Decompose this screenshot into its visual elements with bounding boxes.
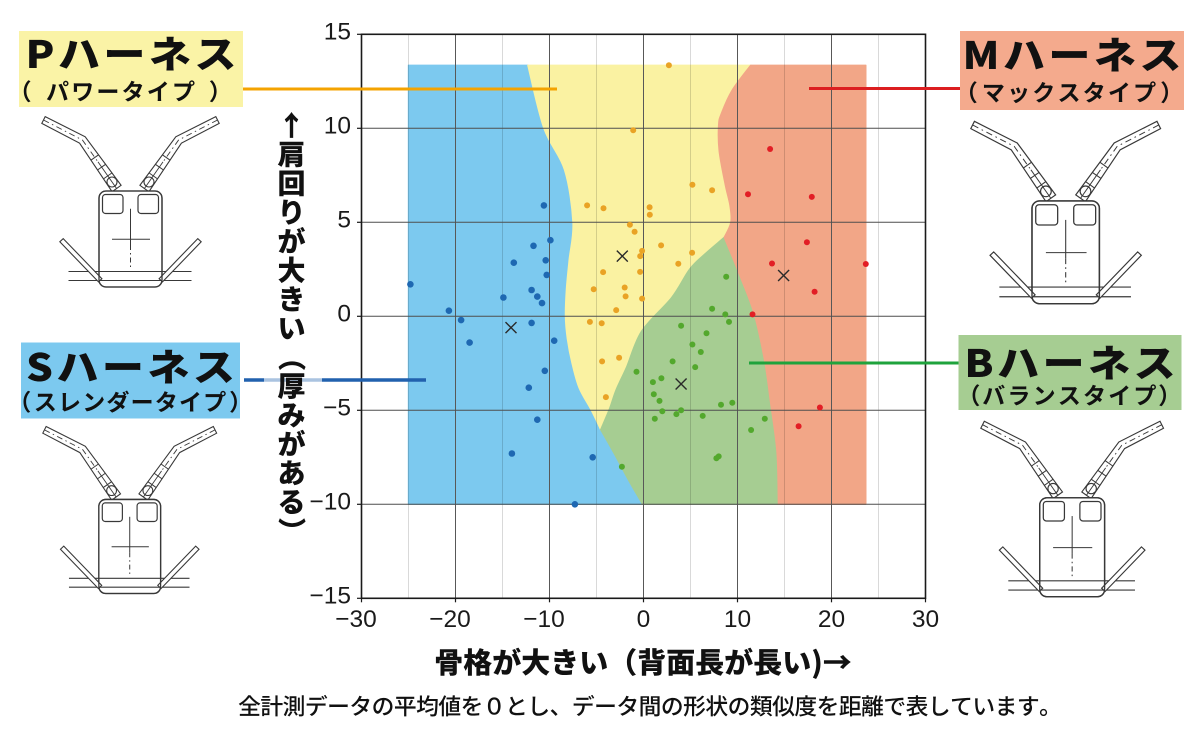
svg-text:20: 20 (818, 606, 845, 633)
svg-text:−30: −30 (335, 606, 377, 633)
svg-text:5: 5 (337, 206, 351, 233)
svg-text:30: 30 (912, 606, 939, 633)
svg-text:10: 10 (324, 112, 351, 139)
svg-text:−5: −5 (323, 394, 351, 421)
svg-text:−10: −10 (309, 488, 351, 515)
svg-text:−15: −15 (309, 582, 351, 609)
svg-text:0: 0 (337, 300, 351, 327)
svg-text:−20: −20 (429, 606, 471, 633)
svg-text:−10: −10 (523, 606, 565, 633)
svg-text:10: 10 (724, 606, 751, 633)
svg-text:15: 15 (324, 18, 351, 45)
svg-text:0: 0 (637, 606, 651, 633)
